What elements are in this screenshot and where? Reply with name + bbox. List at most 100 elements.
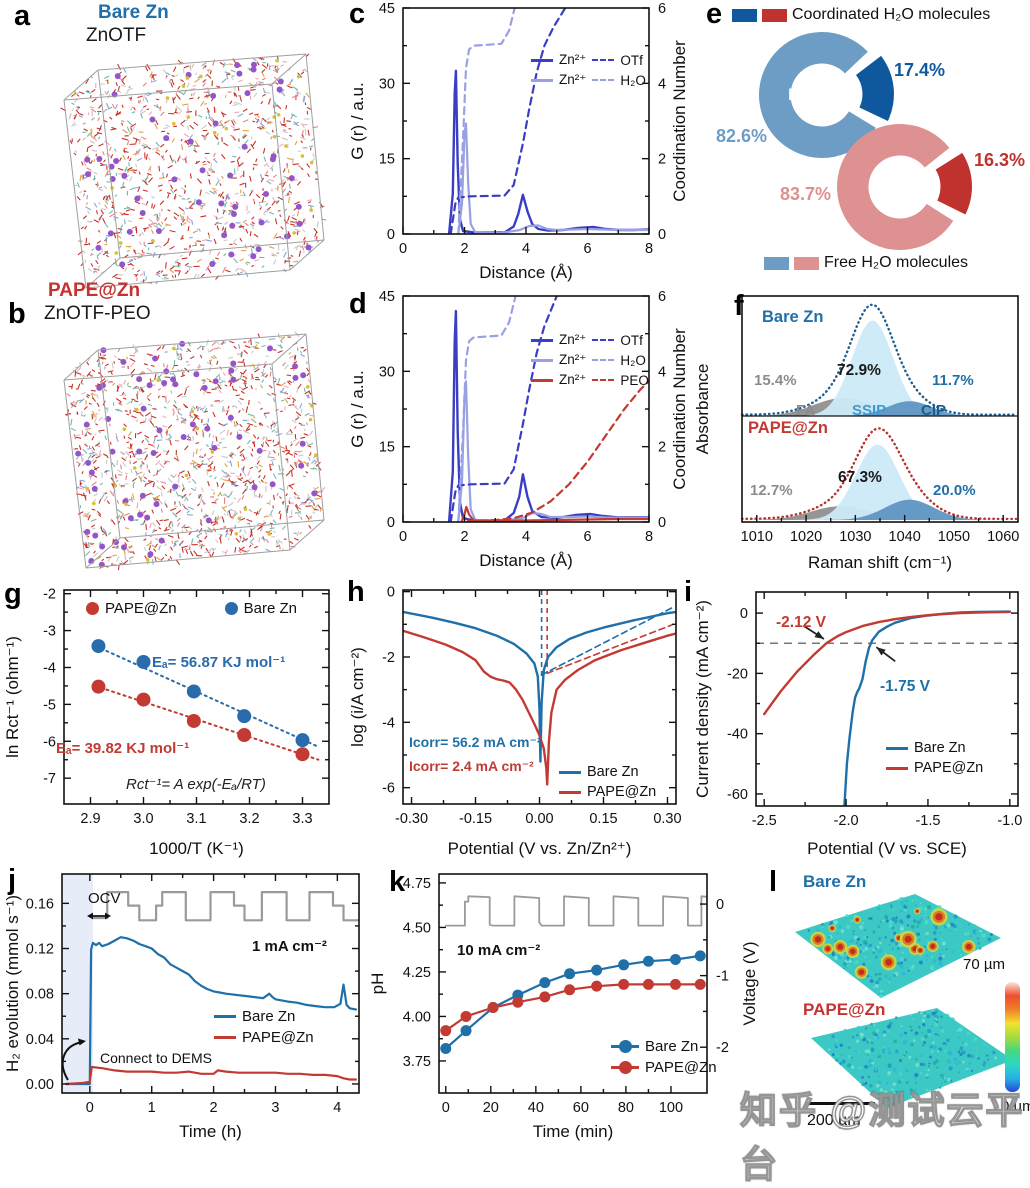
- legend-item: Zn²⁺ H₂O: [531, 352, 649, 368]
- h2-evolution-plot: 0 1 2 3 4 0.00 0.04 0.08 0.12 0.16 Time (h) H₂ evol…: [3, 873, 360, 1141]
- svg-text:4: 4: [333, 1100, 341, 1116]
- md-simulation-box-znotf: [60, 53, 327, 290]
- svg-text:0: 0: [86, 1100, 94, 1116]
- svg-text:6: 6: [583, 241, 591, 257]
- legend-item: PAPE@Zn: [559, 784, 656, 800]
- legend-item: PAPE@Zn: [86, 600, 177, 617]
- svg-text:Coordination Number: Coordination Number: [670, 40, 689, 202]
- blue-line-swatch: [214, 1015, 236, 1018]
- panel-a-md-snapshot-bare-zn: a Bare Zn ZnOTF: [0, 0, 340, 290]
- svg-text:-0.30: -0.30: [395, 811, 428, 827]
- legend-free-water: Free H₂O molecules: [764, 254, 968, 272]
- 3d-surface-maps: [795, 894, 1013, 1108]
- band-label-cip: CIP: [921, 402, 947, 419]
- svg-text:4: 4: [658, 76, 666, 92]
- arrhenius-plot: 2.9 3.0 3.1 3.2 3.3 -7 -6 -5 -4 -3 -2 1000/T (K⁻¹) l…: [3, 587, 330, 858]
- panel-b-md-snapshot-pape-zn: PAPE@Zn b ZnOTF-PEO: [0, 280, 340, 580]
- svg-text:Absorbance: Absorbance: [693, 364, 712, 455]
- svg-text:15: 15: [379, 440, 395, 456]
- current-density-label: 10 mA cm⁻²: [457, 942, 541, 959]
- svg-text:Coordination Number: Coordination Number: [670, 328, 689, 490]
- panel-letter-c: c: [349, 0, 366, 30]
- surface-label-bare-zn: Bare Zn: [803, 872, 867, 891]
- svg-text:Voltage (V): Voltage (V): [740, 941, 759, 1025]
- legend-label: PEO: [620, 372, 649, 388]
- connect-to-dems-label: Connect to DEMS: [99, 1050, 213, 1066]
- pct-ssip-pape: 67.3%: [838, 469, 882, 486]
- dashed-line-swatch: [592, 339, 615, 341]
- svg-text:2: 2: [460, 529, 468, 545]
- legend-label: H₂O: [620, 72, 646, 88]
- band-label-ssip: SSIP: [852, 402, 887, 419]
- svg-text:6: 6: [658, 1, 666, 17]
- legend-label: Zn²⁺: [559, 332, 587, 347]
- svg-text:-4: -4: [382, 715, 395, 731]
- legend-label: PAPE@Zn: [587, 784, 657, 800]
- svg-text:log (i/A cm⁻²): log (i/A cm⁻²): [348, 647, 367, 747]
- legend-label: Zn²⁺: [559, 352, 587, 367]
- svg-text:1020: 1020: [790, 529, 822, 545]
- svg-text:2: 2: [210, 1100, 218, 1116]
- panel-letter-g: g: [4, 578, 22, 610]
- light-blue-swatch: [764, 256, 789, 270]
- legend-item: Bare Zn: [224, 600, 297, 617]
- svg-text:45: 45: [379, 289, 395, 305]
- legend-item: Zn²⁺ OTf: [531, 52, 646, 68]
- legend-label: PAPE@Zn: [105, 600, 177, 617]
- panel-l-surface-profilometry: l Bare Zn PAPE@Zn 70 µm 0 µm 200 µm: [765, 866, 1030, 1149]
- panel-letter-b: b: [8, 298, 26, 330]
- svg-text:6: 6: [658, 289, 666, 305]
- pct-coordinated-pape: 16.3%: [974, 150, 1026, 170]
- legend-label: Bare Zn: [914, 740, 966, 756]
- legend-panel-k: Bare Zn PAPE@Zn: [611, 1038, 717, 1076]
- panel-letter-k: k: [389, 866, 406, 898]
- tafel-plot: -0.30 -0.15 0.00 0.15 0.30 0 -2 -4 -6 Potential (…: [348, 585, 682, 858]
- svg-text:Raman shift (cm⁻¹): Raman shift (cm⁻¹): [808, 553, 952, 572]
- svg-text:3.75: 3.75: [403, 1054, 431, 1070]
- scale-bar: [805, 1102, 875, 1105]
- raman-spectra-plot: 1010 1020 1030 1040 1050 1060 Raman shift (cm⁻…: [693, 295, 1019, 572]
- panel-e-water-donut-charts: e Coordinated H₂O molecules Free H₂O mol…: [690, 0, 1030, 290]
- svg-text:0.12: 0.12: [26, 942, 54, 958]
- svg-text:-3: -3: [43, 624, 56, 640]
- panel-b-electrolyte-label: ZnOTF-PEO: [44, 303, 151, 324]
- svg-text:H₂ evolution (mmol s⁻¹): H₂ evolution (mmol s⁻¹): [3, 895, 22, 1072]
- svg-text:3.2: 3.2: [239, 811, 259, 827]
- ocv-label: OCV: [88, 890, 121, 907]
- svg-text:-6: -6: [382, 781, 395, 797]
- legend-item: PAPE@Zn: [886, 760, 983, 776]
- legend-item: Zn²⁺ PEO: [531, 372, 649, 388]
- svg-text:4.50: 4.50: [403, 920, 431, 936]
- legend-item: Bare Zn: [214, 1008, 314, 1025]
- solid-line-swatch: [531, 378, 553, 382]
- panel-a-title: Bare Zn: [98, 2, 169, 23]
- legend-label: OTf: [620, 332, 643, 348]
- legend-label: Bare Zn: [587, 764, 639, 780]
- blue-swatch: [732, 8, 757, 22]
- svg-text:4.75: 4.75: [403, 876, 431, 892]
- legend-label: OTf: [620, 52, 643, 68]
- red-line-swatch: [886, 766, 908, 770]
- panel-f-raman-deconvolution: f 1010 1020 1030 1040 1050 1060 Raman shift (c…: [690, 288, 1030, 580]
- panel-a-electrolyte-label: ZnOTF: [86, 25, 147, 46]
- svg-text:100: 100: [659, 1100, 683, 1116]
- svg-text:-6: -6: [43, 734, 56, 750]
- svg-text:80: 80: [618, 1100, 634, 1116]
- svg-text:-20: -20: [727, 666, 748, 682]
- svg-text:-7: -7: [43, 771, 56, 787]
- svg-text:1060: 1060: [987, 529, 1019, 545]
- panel-h-tafel-plot: h -0.30 -0.15 0.00 0.15 0.30 0 -2 -4 -6 Potential…: [345, 578, 690, 866]
- pct-cip-bare: 11.7%: [932, 372, 974, 389]
- legend-panel-h: Bare Zn PAPE@Zn: [559, 764, 656, 800]
- svg-text:0: 0: [658, 227, 666, 243]
- legend-label: Zn²⁺: [559, 52, 587, 67]
- legend-panel-c: Zn²⁺ OTf Zn²⁺ H₂O: [531, 52, 646, 88]
- pct-free-bare: 82.6%: [716, 126, 768, 146]
- panel-letter-a: a: [14, 0, 31, 32]
- svg-text:Current density (mA cm⁻²): Current density (mA cm⁻²): [693, 600, 712, 798]
- svg-text:-60: -60: [727, 787, 748, 803]
- dashed-line-swatch: [592, 379, 615, 381]
- svg-text:-2: -2: [716, 1040, 729, 1056]
